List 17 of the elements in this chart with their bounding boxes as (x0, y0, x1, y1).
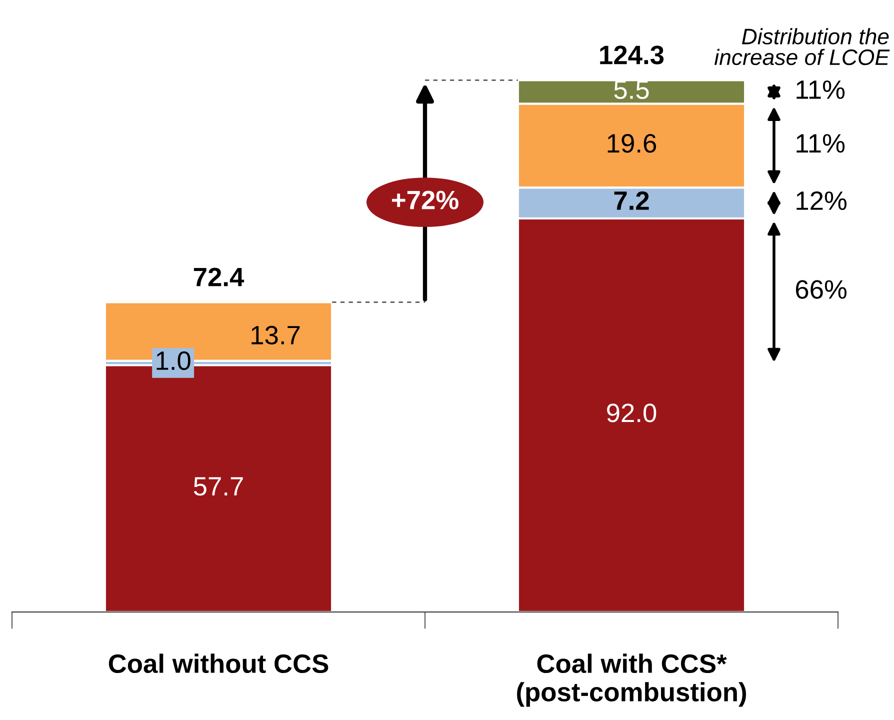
data-label: 13.7 (252, 326, 300, 344)
text: Distribution the increase of LCOE (714, 28, 890, 66)
x-tick-label: Coal with CCS* (post-combustion) (517, 654, 746, 707)
data-label: 92.0 (607, 404, 656, 422)
data-label: 7.2 (614, 191, 649, 210)
data-label: 1.0 (156, 351, 190, 370)
annotation: +72% (392, 190, 458, 210)
total-label: 124.3 (600, 46, 664, 64)
data-label: 5.5 (614, 80, 649, 100)
total-label: 72.4 (194, 268, 244, 286)
data-label: 19.6 (608, 134, 656, 153)
annotation: 11% (796, 134, 845, 153)
annotation: 66% (796, 280, 847, 299)
annotation: 11% (796, 80, 845, 99)
data-label: 57.7 (194, 477, 243, 496)
annotation: 12% (796, 191, 847, 210)
x-tick-label: Coal without CCS (108, 654, 328, 674)
